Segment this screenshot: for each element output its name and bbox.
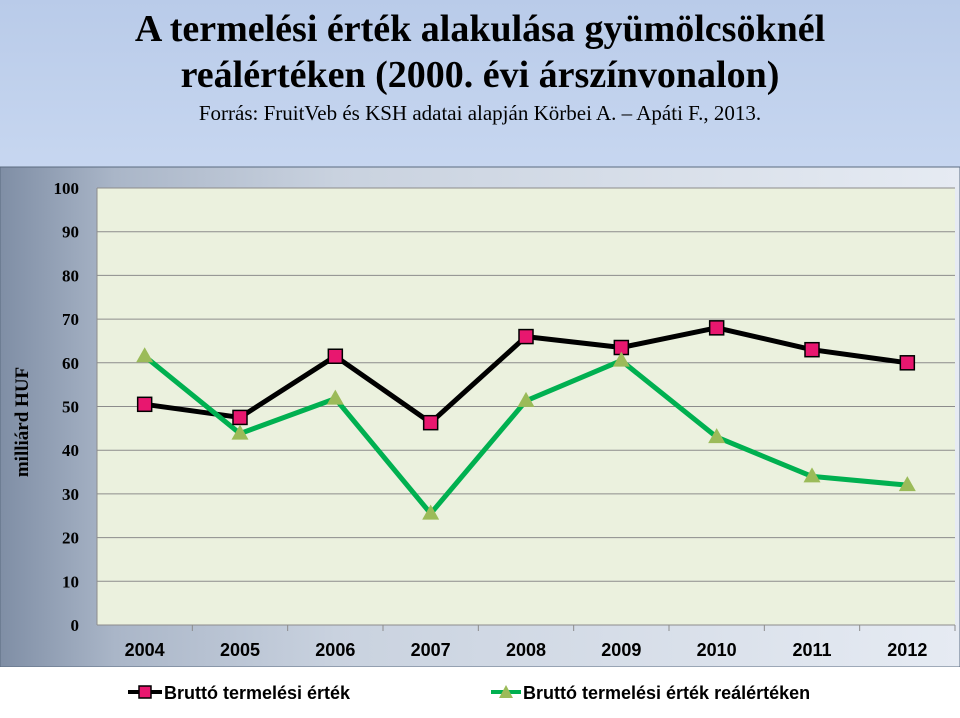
legend-label-brutto: Bruttó termelési érték [164,683,351,703]
y-tick-label: 20 [62,529,79,548]
data-point-brutto [136,396,153,413]
data-point-real [708,428,726,444]
data-point-brutto [804,341,820,358]
data-point-real [517,391,535,407]
data-point-brutto [518,328,534,345]
y-tick-label: 70 [62,310,79,329]
legend-marker-triangle [499,685,513,698]
data-point-brutto [232,409,248,426]
y-tick-label: 80 [62,266,79,285]
data-point-real [326,389,344,405]
legend-item-real: Bruttó termelési érték reálértéken [491,683,810,703]
data-point-real [612,351,630,367]
x-tick-label: 2006 [315,640,355,660]
title-block: A termelési érték alakulása gyümölcsökné… [0,6,960,126]
legend: Bruttó termelési érték Bruttó termelési … [128,683,810,703]
y-tick-label: 50 [62,398,79,417]
legend-marker-square [138,685,152,699]
data-point-real [136,347,154,363]
data-point-real [231,424,249,440]
gridlines [96,187,955,626]
x-tick-label: 2009 [601,640,641,660]
y-axis-label: milliárd HUF [12,367,33,477]
y-tick-label: 40 [62,441,79,460]
chart-title-line-1: A termelési érték alakulása gyümölcsökné… [134,8,826,50]
legend-item-brutto: Bruttó termelési érték [128,683,351,703]
y-tick-label: 90 [62,223,79,242]
x-tick-label: 2004 [125,640,165,660]
x-tick-label: 2008 [506,640,546,660]
x-tick-label: 2007 [411,640,451,660]
data-point-real [898,476,916,492]
series-markers [136,320,916,520]
data-point-brutto [422,414,439,431]
data-point-brutto [327,348,344,364]
x-tick-label: 2005 [220,640,260,660]
x-axis-ticks: 2004 2005 2006 2007 2008 2009 2010 2011 2012 [125,625,956,660]
data-point-brutto [708,320,725,336]
y-tick-label: 100 [54,179,80,198]
data-point-brutto [899,355,916,371]
y-tick-label: 0 [71,616,80,635]
x-tick-label: 2011 [792,640,831,660]
legend-label-real: Bruttó termelési érték reálértéken [523,683,810,703]
x-tick-label: 2012 [887,640,927,660]
y-tick-label: 60 [62,354,79,373]
y-tick-label: 10 [62,572,79,591]
data-point-real [803,467,821,483]
data-point-real [422,504,440,520]
y-tick-label: 30 [62,485,79,504]
x-tick-label: 2010 [697,640,737,660]
chart-title-line-2: reálértéken (2000. évi árszínvonalon) [180,54,780,96]
y-axis-ticks: 0 10 20 30 40 50 60 70 80 90 100 [54,179,80,635]
chart-subtitle: Forrás: FruitVeb és KSH adatai alapján K… [198,101,762,125]
